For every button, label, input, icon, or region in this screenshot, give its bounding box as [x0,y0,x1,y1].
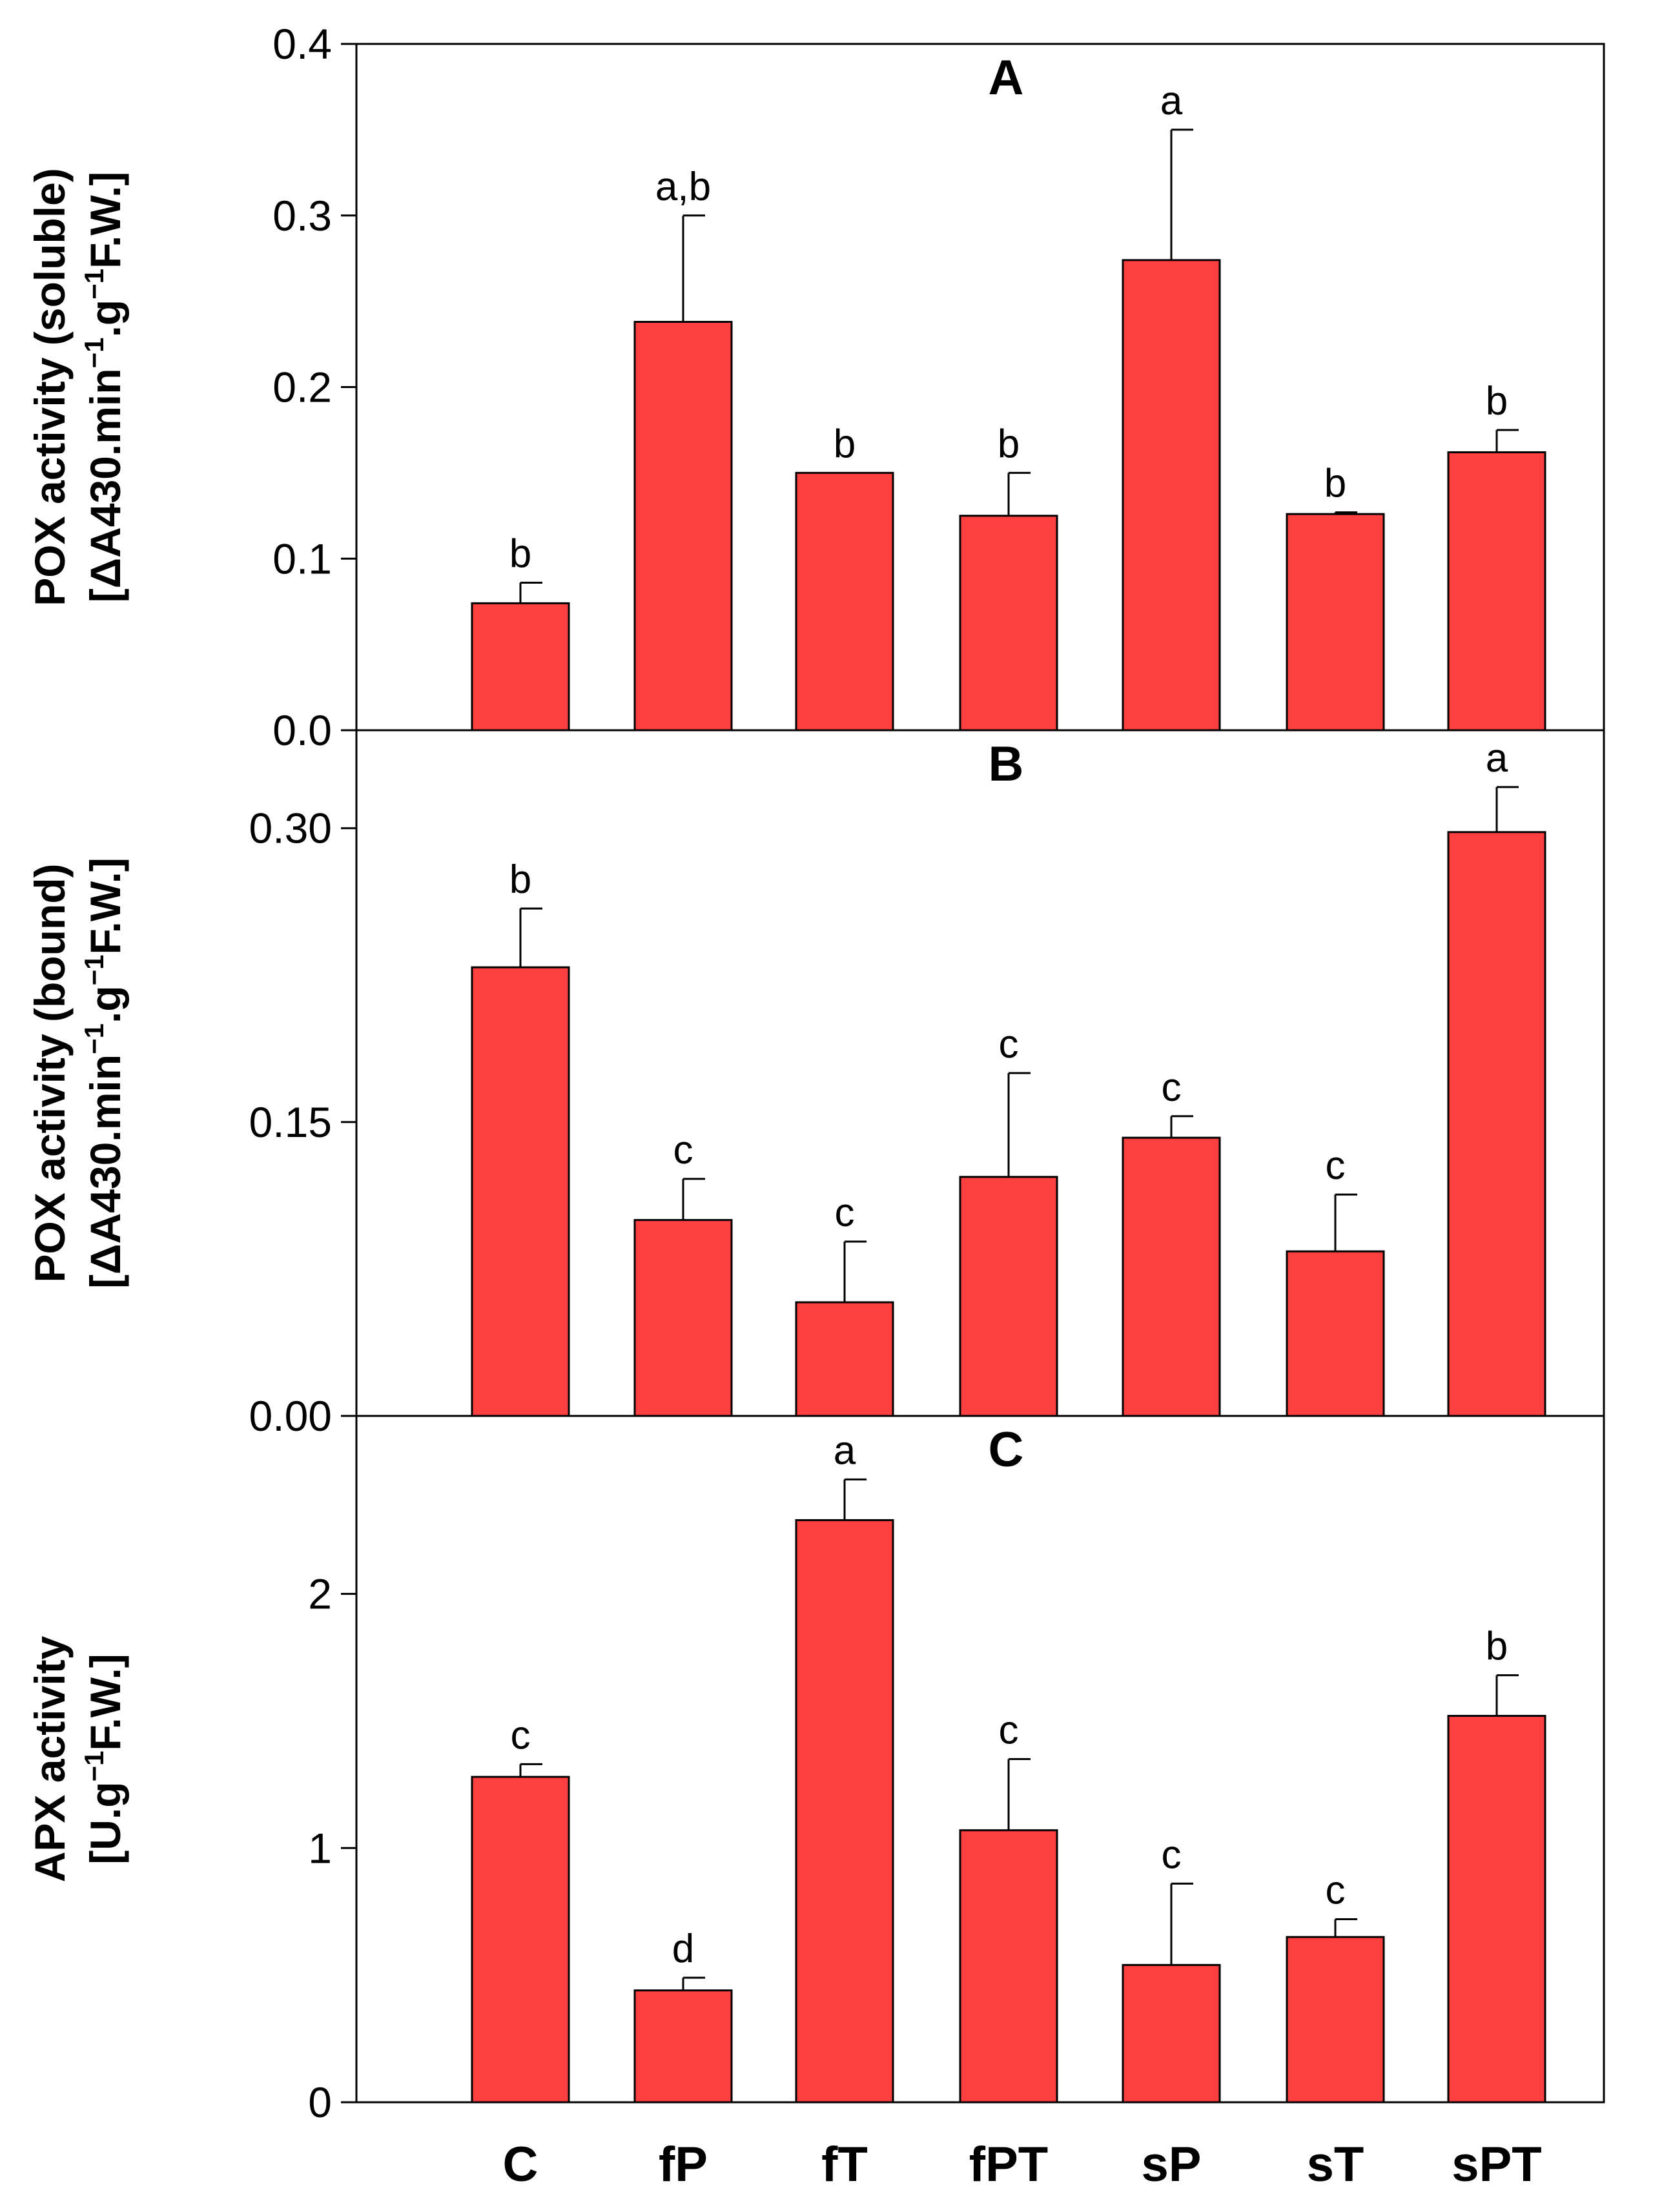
bar-fP [633,1989,733,2104]
bar-fP [633,321,733,732]
y-tick-label: 0.30 [249,804,332,852]
panel-c: 0 1 2 Cc d a c c c b APX activity [U.g−1F.W.] [26,1415,1605,2126]
panel-letter: B [989,737,1024,792]
y-label-superscript: −1 [79,955,109,986]
bar-sPT [1447,831,1546,1417]
bar-fT [795,1301,894,1417]
y-axis-label-line2: [U.g−1F.W.] [79,1654,129,1865]
y-label-text: .g [81,985,129,1023]
x-category-label: fP [659,2137,708,2192]
bar-sP [1122,1963,1221,2104]
y-label-text: [ΔA430.min [81,1054,129,1289]
y-label-text: F.W.] [81,857,129,954]
y-label-text: F.W.] [81,1654,129,1750]
significance-letter: c [1326,1143,1346,1188]
significance-letter: c [1162,1832,1182,1877]
y-axis-label: POX activity (soluble) [ΔA430.min−1.g−1F.… [26,168,129,606]
significance-letter: c [1162,1065,1182,1110]
y-label-text: [ΔA430.min [81,368,129,602]
y-axis-label-line2: [ΔA430.min−1.g−1F.W.] [79,172,129,603]
y-axis-label: APX activity [U.g−1F.W.] [26,1635,129,1882]
bar-C [471,602,570,732]
bar-fPT [959,515,1058,732]
significance-letter: b [998,422,1020,466]
significance-letter: b [1486,379,1508,424]
y-label-superscript: −1 [79,338,109,369]
y-tick-label: 0.0 [272,706,332,754]
bar-sP [1122,1136,1221,1417]
significance-letter: c [999,1708,1019,1753]
bar-fT [795,1519,894,2104]
bar-fT [795,471,894,732]
y-label-superscript: −1 [79,269,109,300]
panel-letter: C [989,1422,1024,1477]
y-axis-label: POX activity (bound) [ΔA430.min−1.g−1F.W.… [26,857,129,1289]
x-category-label: sP [1142,2137,1202,2192]
bar-fPT [959,1176,1058,1417]
significance-letter: c [999,1022,1019,1067]
bar-sT [1286,1250,1385,1417]
bar-sPT [1447,1715,1546,2104]
significance-letter: c [835,1191,855,1235]
y-axis-label-line1: APX activity [26,1635,74,1882]
significance-letter: b [509,857,531,902]
bar-sPT [1447,451,1546,732]
bar-C [471,966,570,1417]
bar-sT [1286,513,1385,732]
significance-letter: c [511,1713,531,1757]
y-tick-label: 0 [308,2078,332,2126]
y-label-text: .g [81,300,129,338]
significance-letter: c [673,1128,693,1173]
significance-letter: c [1326,1869,1346,1913]
significance-letter: b [834,422,856,466]
y-tick-label: 0.1 [272,535,332,582]
x-category-label: sT [1307,2137,1364,2192]
significance-letter: a [1160,79,1183,123]
x-category-label: fT [821,2137,868,2192]
y-tick-label: 0.4 [272,20,332,68]
bar-fPT [959,1829,1058,2104]
y-label-superscript: −1 [79,1023,109,1054]
y-tick-label: 1 [308,1824,332,1872]
panel-letter: A [989,50,1024,105]
bar-sP [1122,259,1221,732]
significance-letter: b [1486,1624,1508,1669]
significance-letter: b [1324,461,1346,506]
y-label-text: F.W.] [81,172,129,269]
y-tick-label: 0.3 [272,192,332,240]
y-axis-label-line1: POX activity (soluble) [26,168,74,606]
y-label-text: [U.g [81,1781,129,1864]
panel-a: 0.0 0.1 0.2 0.3 0.4 Ab a,b b b a b b POX activity (s… [26,20,1605,754]
significance-letter: a,b [655,165,711,209]
y-tick-label: 0.15 [249,1098,332,1146]
x-category-label: sPT [1452,2137,1541,2192]
y-tick-label: 0.00 [249,1392,332,1440]
bar-C [471,1776,570,2104]
bar-sT [1286,1936,1385,2104]
significance-letter: a [834,1428,856,1473]
y-tick-label: 2 [308,1570,332,1618]
significance-letter: d [672,1927,694,1971]
significance-letter: b [509,531,531,576]
x-category-label: C [503,2137,539,2192]
y-label-superscript: −1 [79,1751,109,1782]
panel-b: 0.00 0.15 0.30 Bb c c c c c a POX activity (bound)… [26,729,1605,1440]
y-tick-label: 0.2 [272,364,332,411]
y-axis-label-line2: [ΔA430.min−1.g−1F.W.] [79,857,129,1289]
bar-fP [633,1219,733,1417]
significance-letter: a [1486,736,1508,781]
x-category-label: fPT [969,2137,1048,2192]
y-axis-label-line1: POX activity (bound) [26,863,74,1282]
